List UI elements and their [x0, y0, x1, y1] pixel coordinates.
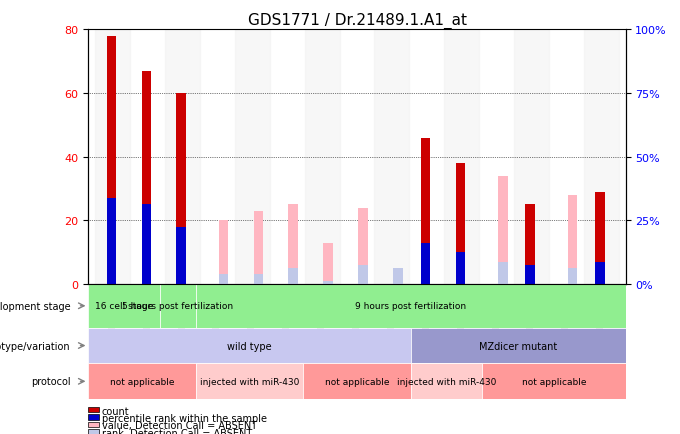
Text: percentile rank within the sample: percentile rank within the sample	[102, 413, 267, 423]
Text: rank, Detection Call = ABSENT: rank, Detection Call = ABSENT	[102, 428, 252, 434]
FancyBboxPatch shape	[196, 284, 626, 328]
Bar	[526, 205, 535, 284]
Bar	[498, 176, 507, 284]
FancyBboxPatch shape	[88, 364, 196, 399]
Bar	[358, 208, 368, 284]
Bar	[498, 262, 507, 284]
Bar	[526, 265, 535, 284]
Bar	[456, 253, 465, 284]
Bar	[323, 243, 333, 284]
Text: 9 hours post fertilization: 9 hours post fertilization	[355, 302, 466, 311]
Bar	[107, 37, 116, 284]
Text: protocol: protocol	[31, 376, 71, 386]
Text: genotype/variation: genotype/variation	[0, 341, 71, 351]
Text: not applicable: not applicable	[110, 377, 174, 386]
FancyBboxPatch shape	[411, 364, 482, 399]
Bar	[165, 30, 200, 284]
Text: not applicable: not applicable	[325, 377, 389, 386]
Bar	[595, 192, 605, 284]
Bar	[393, 268, 403, 284]
Text: not applicable: not applicable	[522, 377, 586, 386]
Bar	[568, 195, 577, 284]
Bar	[421, 138, 430, 284]
Text: MZdicer mutant: MZdicer mutant	[479, 341, 558, 351]
FancyBboxPatch shape	[303, 364, 411, 399]
Bar	[375, 30, 409, 284]
FancyBboxPatch shape	[482, 364, 626, 399]
FancyBboxPatch shape	[88, 284, 160, 328]
Bar	[141, 205, 152, 284]
Bar	[305, 30, 339, 284]
Bar	[568, 268, 577, 284]
Bar	[583, 30, 619, 284]
Bar	[288, 268, 299, 284]
Bar	[177, 227, 186, 284]
Bar	[219, 275, 228, 284]
Bar	[595, 262, 605, 284]
Bar	[323, 281, 333, 284]
Text: development stage: development stage	[0, 301, 71, 311]
Text: value, Detection Call = ABSENT: value, Detection Call = ABSENT	[102, 421, 257, 430]
Bar	[444, 30, 479, 284]
Bar	[219, 221, 228, 284]
FancyBboxPatch shape	[160, 284, 196, 328]
FancyBboxPatch shape	[411, 328, 626, 364]
Text: wild type: wild type	[227, 341, 272, 351]
Bar	[235, 30, 270, 284]
FancyBboxPatch shape	[196, 364, 303, 399]
Bar	[514, 30, 549, 284]
Text: count: count	[102, 406, 130, 415]
Bar	[177, 94, 186, 284]
Bar	[421, 243, 430, 284]
Bar	[254, 211, 263, 284]
Bar	[456, 164, 465, 284]
Text: injected with miR-430: injected with miR-430	[200, 377, 299, 386]
Text: injected with miR-430: injected with miR-430	[397, 377, 496, 386]
Bar	[288, 205, 299, 284]
Text: 16 cell stage: 16 cell stage	[95, 302, 153, 311]
Bar	[254, 275, 263, 284]
Bar	[141, 72, 152, 284]
Bar	[95, 30, 131, 284]
FancyBboxPatch shape	[88, 328, 411, 364]
Bar	[358, 265, 368, 284]
Bar	[107, 199, 116, 284]
Title: GDS1771 / Dr.21489.1.A1_at: GDS1771 / Dr.21489.1.A1_at	[248, 13, 466, 29]
Text: 5 hours post fertilization: 5 hours post fertilization	[122, 302, 233, 311]
